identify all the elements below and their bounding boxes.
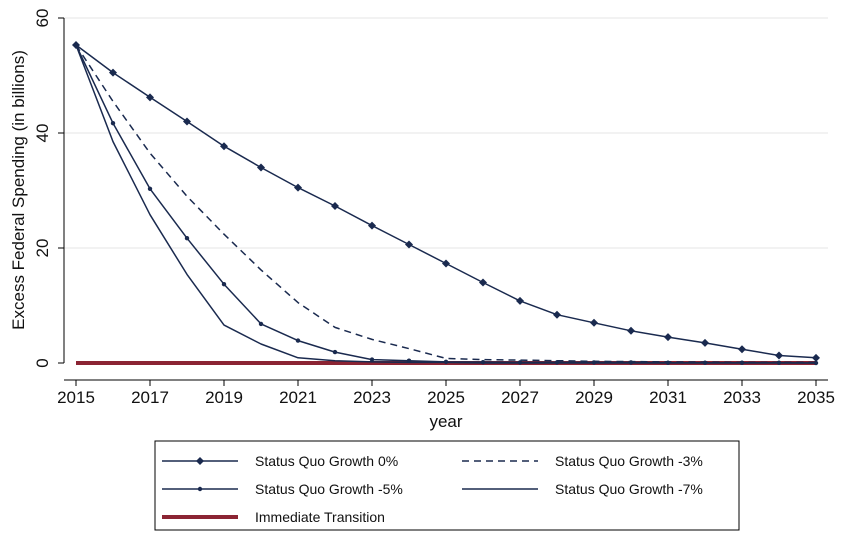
x-tick-label: 2015 xyxy=(57,388,95,407)
data-point xyxy=(517,360,523,365)
series-0 xyxy=(72,41,820,362)
data-point xyxy=(405,240,413,249)
data-point xyxy=(627,326,635,335)
data-point xyxy=(406,358,412,363)
x-tick-label: 2029 xyxy=(575,388,613,407)
data-point xyxy=(109,68,117,77)
data-point xyxy=(146,93,154,102)
x-tick-label: 2033 xyxy=(723,388,761,407)
data-point xyxy=(72,41,80,50)
axes xyxy=(63,18,828,381)
data-point xyxy=(257,163,265,172)
data-point xyxy=(775,351,783,360)
x-tick-label: 2027 xyxy=(501,388,539,407)
legend-marker xyxy=(196,457,204,465)
legend-label: Status Quo Growth -5% xyxy=(255,481,403,497)
x-tick-label: 2017 xyxy=(131,388,169,407)
gridlines xyxy=(64,17,828,249)
y-tick-label: 0 xyxy=(33,358,52,367)
data-point xyxy=(664,333,672,342)
data-point xyxy=(701,338,709,347)
legend-label: Status Quo Growth 0% xyxy=(255,453,398,469)
data-point xyxy=(147,186,153,191)
data-point xyxy=(332,349,338,355)
data-point xyxy=(479,278,487,287)
data-point xyxy=(183,117,191,126)
data-point xyxy=(590,318,598,327)
legend-item: Status Quo Growth -3% xyxy=(462,453,703,469)
x-tick-label: 2025 xyxy=(427,388,465,407)
y-tick-label: 40 xyxy=(33,124,52,143)
series-line xyxy=(75,44,816,364)
data-point xyxy=(738,345,746,354)
legend: Status Quo Growth 0% Status Quo Growth -3… xyxy=(154,440,740,531)
data-point xyxy=(812,353,820,362)
legend-label: Status Quo Growth -3% xyxy=(555,453,703,469)
data-point xyxy=(442,259,450,268)
x-axis-title: year xyxy=(429,412,462,431)
data-point xyxy=(480,359,486,365)
x-tick-label: 2021 xyxy=(279,388,317,407)
y-tick-label: 20 xyxy=(33,239,52,258)
series-line xyxy=(75,44,817,359)
legend-item: Immediate Transition xyxy=(162,509,385,525)
legend-box xyxy=(154,440,740,531)
legend-item: Status Quo Growth -7% xyxy=(462,481,703,497)
legend-item: Status Quo Growth 0% xyxy=(162,453,398,469)
y-tick-label: 60 xyxy=(33,9,52,28)
data-point xyxy=(258,321,264,327)
legend-marker xyxy=(197,486,203,492)
data-point xyxy=(368,221,376,230)
series-lines xyxy=(72,41,820,366)
x-tick-label: 2023 xyxy=(353,388,391,407)
legend-label: Status Quo Growth -7% xyxy=(555,481,703,497)
data-point xyxy=(553,310,561,319)
series-line xyxy=(75,44,816,364)
x-tick-label: 2035 xyxy=(797,388,835,407)
data-point xyxy=(221,282,227,287)
data-point xyxy=(369,357,375,362)
legend-label: Immediate Transition xyxy=(255,509,385,525)
series-2 xyxy=(73,42,819,366)
series-1 xyxy=(75,44,816,364)
data-point xyxy=(220,142,228,151)
x-tick-label: 2019 xyxy=(205,388,243,407)
data-point xyxy=(294,183,302,192)
data-point xyxy=(516,296,524,305)
series-line xyxy=(75,44,817,364)
legend-item: Status Quo Growth -5% xyxy=(162,481,403,497)
y-axis-title: Excess Federal Spending (in billions) xyxy=(9,50,28,330)
data-point xyxy=(443,359,449,365)
data-point xyxy=(295,338,301,343)
data-point xyxy=(184,236,190,241)
x-tick-label: 2031 xyxy=(649,388,687,407)
ticks: 0 20 40 60 2015 2017 2019 2021 2023 2025 2027 2029 2… xyxy=(33,9,835,407)
data-point xyxy=(331,202,339,211)
data-point xyxy=(110,121,116,126)
series-3 xyxy=(75,44,816,364)
